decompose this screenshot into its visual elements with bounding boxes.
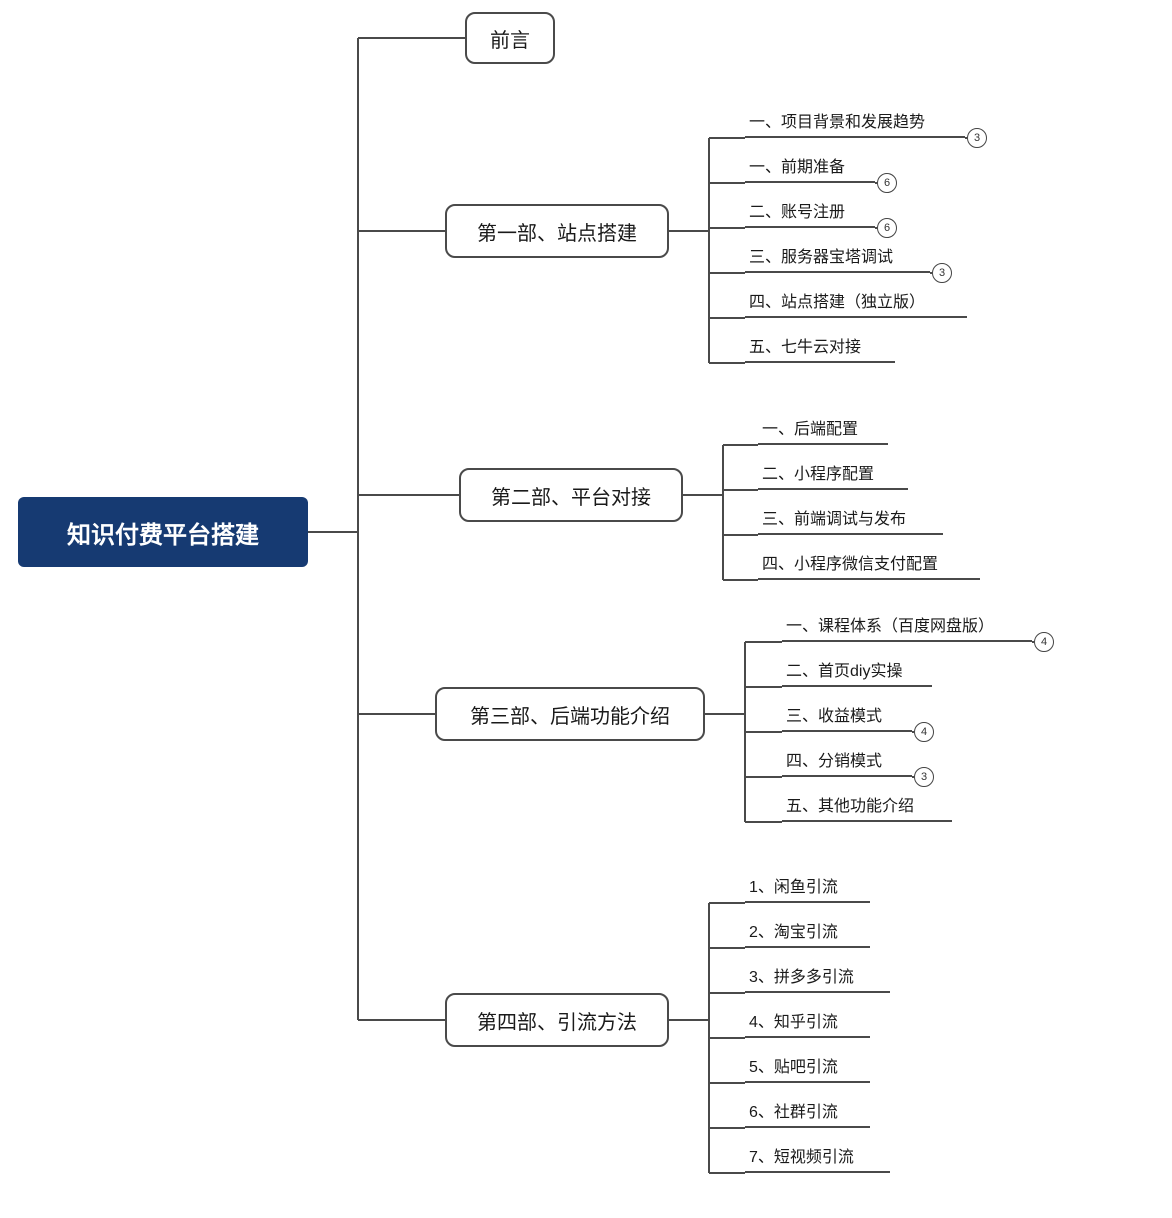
leaf-node[interactable]: 2、淘宝引流 <box>745 918 870 948</box>
leaf-label: 一、后端配置 <box>762 415 858 439</box>
leaf-label: 一、课程体系（百度网盘版） <box>786 612 994 636</box>
leaf-label: 四、分销模式 <box>786 747 882 771</box>
leaf-label: 三、前端调试与发布 <box>762 505 906 529</box>
leaf-label: 2、淘宝引流 <box>749 918 838 942</box>
leaf-label: 五、其他功能介绍 <box>786 792 914 816</box>
branch-node[interactable]: 第四部、引流方法 <box>445 993 669 1047</box>
leaf-label: 一、项目背景和发展趋势 <box>749 108 925 132</box>
leaf-node[interactable]: 五、七牛云对接 <box>745 333 895 363</box>
branch-node[interactable]: 前言 <box>465 12 555 64</box>
leaf-node[interactable]: 6、社群引流 <box>745 1098 870 1128</box>
leaf-label: 五、七牛云对接 <box>749 333 861 357</box>
branch-label: 第三部、后端功能介绍 <box>470 700 670 729</box>
count-badge: 3 <box>914 767 934 787</box>
leaf-node[interactable]: 一、后端配置 <box>758 415 888 445</box>
branch-label: 前言 <box>490 24 530 53</box>
leaf-label: 四、小程序微信支付配置 <box>762 550 938 574</box>
count-badge: 3 <box>967 128 987 148</box>
leaf-node[interactable]: 三、前端调试与发布 <box>758 505 943 535</box>
leaf-node[interactable]: 二、首页diy实操 <box>782 657 932 687</box>
root-node[interactable]: 知识付费平台搭建 <box>18 497 308 567</box>
badge-value: 4 <box>1041 636 1047 648</box>
leaf-label: 二、小程序配置 <box>762 460 874 484</box>
badge-value: 4 <box>921 726 927 738</box>
count-badge: 6 <box>877 173 897 193</box>
branch-node[interactable]: 第一部、站点搭建 <box>445 204 669 258</box>
root-label: 知识付费平台搭建 <box>67 515 259 550</box>
leaf-node[interactable]: 一、项目背景和发展趋势 <box>745 108 965 138</box>
leaf-node[interactable]: 一、前期准备 <box>745 153 875 183</box>
leaf-label: 1、闲鱼引流 <box>749 873 838 897</box>
leaf-node[interactable]: 四、站点搭建（独立版） <box>745 288 967 318</box>
badge-value: 3 <box>974 132 980 144</box>
leaf-node[interactable]: 一、课程体系（百度网盘版） <box>782 612 1032 642</box>
branch-label: 第四部、引流方法 <box>477 1006 637 1035</box>
leaf-node[interactable]: 3、拼多多引流 <box>745 963 890 993</box>
leaf-label: 一、前期准备 <box>749 153 845 177</box>
leaf-node[interactable]: 4、知乎引流 <box>745 1008 870 1038</box>
leaf-node[interactable]: 五、其他功能介绍 <box>782 792 952 822</box>
leaf-label: 二、首页diy实操 <box>786 657 902 681</box>
count-badge: 6 <box>877 218 897 238</box>
leaf-label: 三、收益模式 <box>786 702 882 726</box>
leaf-label: 三、服务器宝塔调试 <box>749 243 893 267</box>
count-badge: 3 <box>932 263 952 283</box>
branch-node[interactable]: 第三部、后端功能介绍 <box>435 687 705 741</box>
leaf-label: 二、账号注册 <box>749 198 845 222</box>
leaf-node[interactable]: 四、小程序微信支付配置 <box>758 550 980 580</box>
badge-value: 6 <box>884 222 890 234</box>
count-badge: 4 <box>1034 632 1054 652</box>
leaf-label: 4、知乎引流 <box>749 1008 838 1032</box>
branch-label: 第一部、站点搭建 <box>477 217 637 246</box>
badge-value: 3 <box>939 267 945 279</box>
leaf-node[interactable]: 5、贴吧引流 <box>745 1053 870 1083</box>
branch-label: 第二部、平台对接 <box>491 481 651 510</box>
leaf-node[interactable]: 7、短视频引流 <box>745 1143 890 1173</box>
count-badge: 4 <box>914 722 934 742</box>
leaf-node[interactable]: 三、服务器宝塔调试 <box>745 243 930 273</box>
leaf-label: 四、站点搭建（独立版） <box>749 288 925 312</box>
leaf-label: 3、拼多多引流 <box>749 963 854 987</box>
leaf-node[interactable]: 二、小程序配置 <box>758 460 908 490</box>
leaf-node[interactable]: 四、分销模式 <box>782 747 912 777</box>
leaf-node[interactable]: 1、闲鱼引流 <box>745 873 870 903</box>
leaf-node[interactable]: 三、收益模式 <box>782 702 912 732</box>
badge-value: 3 <box>921 771 927 783</box>
leaf-label: 7、短视频引流 <box>749 1143 854 1167</box>
leaf-node[interactable]: 二、账号注册 <box>745 198 875 228</box>
leaf-label: 6、社群引流 <box>749 1098 838 1122</box>
badge-value: 6 <box>884 177 890 189</box>
leaf-label: 5、贴吧引流 <box>749 1053 838 1077</box>
branch-node[interactable]: 第二部、平台对接 <box>459 468 683 522</box>
